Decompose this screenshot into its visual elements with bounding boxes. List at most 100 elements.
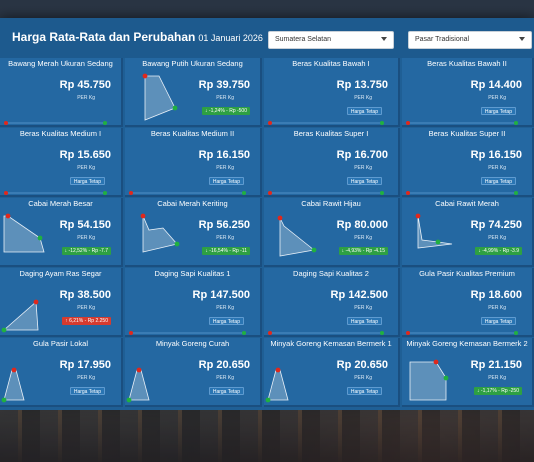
price-change-badge: Harga Tetap — [346, 317, 382, 325]
price-change-badge: Harga Tetap — [208, 177, 244, 185]
trend-start-point — [268, 191, 272, 195]
sparkline-start-point — [275, 367, 281, 373]
commodity-card[interactable]: Beras Kualitas Medium I Rp 15.650 PER Kg Ha… — [0, 128, 123, 197]
sparkline-end-point — [1, 397, 7, 403]
dashboard-header: Harga Rata-Rata dan Perubahan 01 Januari … — [0, 18, 534, 58]
price-unit: PER Kg — [216, 235, 234, 241]
price-unit: PER Kg — [354, 235, 372, 241]
commodity-name: Bawang Putih Ukuran Sedang — [142, 59, 243, 68]
price-unit: PER Kg — [488, 235, 506, 241]
price-change-badge: ↓ -1,24% - Rp -500 — [202, 107, 250, 115]
price-trend-track — [4, 121, 107, 125]
commodity-price: Rp 45.750 — [59, 79, 111, 91]
background-photo-bottom — [0, 410, 534, 462]
commodity-card[interactable]: Beras Kualitas Super II Rp 16.150 PER Kg Ha… — [402, 128, 534, 197]
sparkline-end-point — [311, 247, 317, 253]
commodity-card[interactable]: Minyak Goreng Kemasan Bermerk 2 Rp 21.150… — [402, 338, 534, 407]
sparkline-end-point — [37, 235, 43, 241]
trend-start-point — [129, 191, 133, 195]
commodity-price: Rp 16.700 — [336, 149, 388, 161]
price-unit: PER Kg — [216, 375, 234, 381]
commodity-card[interactable]: Daging Sapi Kualitas 1 Rp 147.500 PER Kg Ha… — [125, 268, 262, 337]
commodity-price: Rp 39.750 — [198, 79, 250, 91]
price-unit: PER Kg — [354, 95, 372, 101]
commodity-name: Gula Pasir Lokal — [32, 339, 89, 348]
price-change-badge: Harga Tetap — [346, 177, 382, 185]
commodity-card[interactable]: Minyak Goreng Curah Rp 20.650 PER Kg Harga … — [125, 338, 262, 407]
province-select[interactable]: Sumatera Selatan — [268, 31, 394, 49]
commodity-name: Daging Sapi Kualitas 2 — [293, 269, 369, 278]
commodity-card[interactable]: Daging Ayam Ras Segar Rp 38.500 PER Kg ↑ 6,… — [0, 268, 123, 337]
commodity-card[interactable]: Minyak Goreng Kemasan Bermerk 1 Rp 20.650… — [264, 338, 400, 407]
price-trend-track — [406, 121, 518, 125]
commodity-name: Cabai Merah Keriting — [157, 199, 228, 208]
commodity-card[interactable]: Beras Kualitas Super I Rp 16.700 PER Kg Har… — [264, 128, 400, 197]
commodity-card[interactable]: Beras Kualitas Bawah II Rp 14.400 PER Kg Ha… — [402, 58, 534, 127]
trend-end-point — [514, 191, 518, 195]
market-select[interactable]: Pasar Tradisional — [408, 31, 532, 49]
chevron-down-icon — [381, 37, 387, 41]
sparkline-area — [3, 215, 45, 253]
price-unit: PER Kg — [216, 165, 234, 171]
trend-end-point — [242, 191, 246, 195]
trend-end-point — [103, 121, 107, 125]
commodity-name: Cabai Merah Besar — [28, 199, 93, 208]
province-select-value: Sumatera Selatan — [275, 36, 332, 43]
price-unit: PER Kg — [216, 95, 234, 101]
commodity-name: Minyak Goreng Kemasan Bermerk 2 — [406, 339, 528, 348]
title-text: Harga Rata-Rata dan Perubahan — [12, 30, 196, 44]
commodity-name: Beras Kualitas Bawah I — [292, 59, 370, 68]
commodity-price: Rp 17.950 — [59, 359, 111, 371]
trend-start-point — [406, 191, 410, 195]
commodity-name: Beras Kualitas Super I — [293, 129, 369, 138]
commodity-card[interactable]: Cabai Rawit Merah Rp 74.250 PER Kg ↓ -4,99%… — [402, 198, 534, 267]
price-unit: PER Kg — [216, 305, 234, 311]
commodity-name: Bawang Merah Ukuran Sedang — [8, 59, 113, 68]
price-unit: PER Kg — [488, 95, 506, 101]
commodity-price: Rp 20.650 — [336, 359, 388, 371]
commodity-name: Cabai Rawit Hijau — [301, 199, 361, 208]
trend-end-point — [514, 331, 518, 335]
price-trend-track — [4, 191, 107, 195]
trend-start-point — [406, 331, 410, 335]
commodity-card[interactable]: Daging Sapi Kualitas 2 Rp 142.500 PER Kg Ha… — [264, 268, 400, 337]
sparkline-start-point — [5, 213, 11, 219]
price-change-badge: ↓ -1,17% - Rp -250 — [474, 387, 522, 395]
commodity-card[interactable]: Cabai Merah Keriting Rp 56.250 PER Kg ↓ -16… — [125, 198, 262, 267]
trend-end-point — [380, 121, 384, 125]
price-change-badge: Harga Tetap — [480, 107, 516, 115]
commodity-card[interactable]: Cabai Rawit Hijau Rp 80.000 PER Kg ↓ -4,93%… — [264, 198, 400, 267]
price-change-badge: Harga Tetap — [69, 387, 105, 395]
trend-start-point — [4, 121, 8, 125]
commodity-card[interactable]: Cabai Merah Besar Rp 54.150 PER Kg ↓ -12,52… — [0, 198, 123, 267]
price-unit: PER Kg — [354, 375, 372, 381]
commodity-name: Minyak Goreng Kemasan Bermerk 1 — [270, 339, 392, 348]
price-sparkline — [409, 359, 449, 401]
commodity-card[interactable]: Gula Pasir Lokal Rp 17.950 PER Kg Harga Tet… — [0, 338, 123, 407]
price-trend-track — [129, 191, 246, 195]
price-unit: PER Kg — [488, 165, 506, 171]
sparkline-end-point — [435, 239, 441, 245]
price-change-badge: ↓ -4,99% - Rp -3.9 — [475, 247, 522, 255]
price-sparkline — [3, 213, 45, 253]
commodity-price: Rp 16.150 — [198, 149, 250, 161]
commodity-card[interactable]: Bawang Putih Ukuran Sedang Rp 39.750 PER K… — [125, 58, 262, 127]
price-change-badge: ↑ 6,21% - Rp 2.250 — [62, 317, 111, 325]
commodity-name: Minyak Goreng Curah — [155, 339, 230, 348]
sparkline-start-point — [415, 213, 421, 219]
trend-start-point — [129, 331, 133, 335]
sparkline-start-point — [136, 367, 142, 373]
commodity-card[interactable]: Beras Kualitas Medium II Rp 16.150 PER Kg H… — [125, 128, 262, 197]
trend-end-point — [380, 331, 384, 335]
commodity-price: Rp 142.500 — [330, 289, 388, 301]
trend-end-point — [103, 191, 107, 195]
price-change-badge: ↓ -4,93% - Rp -4.15 — [338, 247, 388, 255]
trend-end-point — [380, 191, 384, 195]
commodity-card[interactable]: Bawang Merah Ukuran Sedang Rp 45.750 PER K… — [0, 58, 123, 127]
trend-end-point — [242, 331, 246, 335]
commodity-price: Rp 20.650 — [198, 359, 250, 371]
price-unit: PER Kg — [488, 375, 506, 381]
commodity-card[interactable]: Gula Pasir Kualitas Premium Rp 18.600 PER … — [402, 268, 534, 337]
commodity-card[interactable]: Beras Kualitas Bawah I Rp 13.750 PER Kg Har… — [264, 58, 400, 127]
commodity-grid: Bawang Merah Ukuran Sedang Rp 45.750 PER K… — [0, 58, 534, 410]
